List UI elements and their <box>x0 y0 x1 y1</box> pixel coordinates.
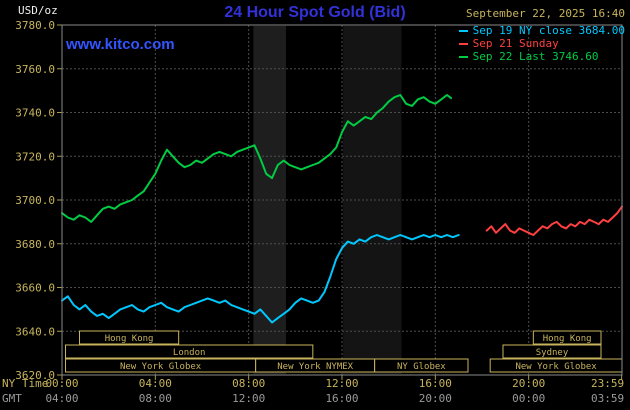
legend-label: Sep 21 Sunday <box>472 37 559 50</box>
x-tick-label-gmt: 00:00 <box>512 392 545 405</box>
x-tick-label-ny: 23:59 <box>591 377 624 390</box>
session-label: London <box>173 348 206 358</box>
y-tick-label: 3780.0 <box>15 19 55 32</box>
x-tick-label-ny: 16:00 <box>419 377 452 390</box>
y-tick-label: 3660.0 <box>15 282 55 295</box>
page-title: 24 Hour Spot Gold (Bid) <box>224 4 406 21</box>
series-line-sep21 <box>485 205 623 236</box>
legend-dash-icon <box>458 43 468 45</box>
session-label: New York Globex <box>120 362 202 372</box>
legend-dash-icon <box>458 30 468 32</box>
y-tick-label: 3760.0 <box>15 63 55 76</box>
session-label: New York NYMEX <box>277 362 353 372</box>
x-tick-label-ny: 20:00 <box>512 377 545 390</box>
legend: Sep 19 NY close 3684.00 Sep 21 Sunday Sep … <box>458 24 625 63</box>
session-box <box>532 330 602 345</box>
y-tick-label: 3720.0 <box>15 150 55 163</box>
legend-dash-icon <box>458 56 468 58</box>
session-label: Sydney <box>536 348 569 358</box>
x-tick-label-ny: 00:00 <box>45 377 78 390</box>
legend-label: Sep 19 NY close 3684.00 <box>472 24 625 37</box>
y-tick-label: 3620.0 <box>15 369 55 382</box>
x-tick-label-ny: 12:00 <box>325 377 358 390</box>
y-tick-label: 3640.0 <box>15 325 55 338</box>
x-tick-label-ny: 08:00 <box>232 377 265 390</box>
x-tick-label-gmt: 03:59 <box>591 392 624 405</box>
series-line-sep19 <box>61 234 460 324</box>
gmt-axis-label: GMT <box>2 392 22 405</box>
session-label: Hong Kong <box>543 334 592 344</box>
session-box <box>79 330 180 345</box>
session-box <box>65 344 314 359</box>
legend-label: Sep 22 Last 3746.60 <box>472 50 599 63</box>
y-tick-label: 3740.0 <box>15 107 55 120</box>
plot-border <box>61 24 623 376</box>
kitco-watermark-link[interactable]: www.kitco.com <box>66 36 175 53</box>
legend-item-sep21: Sep 21 Sunday <box>458 37 625 50</box>
legend-item-sep22: Sep 22 Last 3746.60 <box>458 50 625 63</box>
unit-label: USD/oz <box>18 4 58 17</box>
session-box <box>374 358 469 373</box>
x-tick-label-ny: 04:00 <box>139 377 172 390</box>
x-tick-label-gmt: 04:00 <box>45 392 78 405</box>
y-tick-label: 3700.0 <box>15 194 55 207</box>
x-tick-label-gmt: 08:00 <box>139 392 172 405</box>
legend-item-sep19: Sep 19 NY close 3684.00 <box>458 24 625 37</box>
session-label: NY Globex <box>397 362 446 372</box>
session-box <box>502 344 602 359</box>
x-tick-label-gmt: 16:00 <box>325 392 358 405</box>
y-tick-label: 3680.0 <box>15 238 55 251</box>
x-tick-label-gmt: 20:00 <box>419 392 452 405</box>
x-tick-label-gmt: 12:00 <box>232 392 265 405</box>
ny-time-axis-label: NY Time <box>2 377 49 390</box>
datetime-label: September 22, 2025 16:40 <box>466 7 625 20</box>
series-line-sep22 <box>61 94 452 223</box>
session-label: New York Globex <box>515 362 597 372</box>
session-label: Hong Kong <box>105 334 154 344</box>
